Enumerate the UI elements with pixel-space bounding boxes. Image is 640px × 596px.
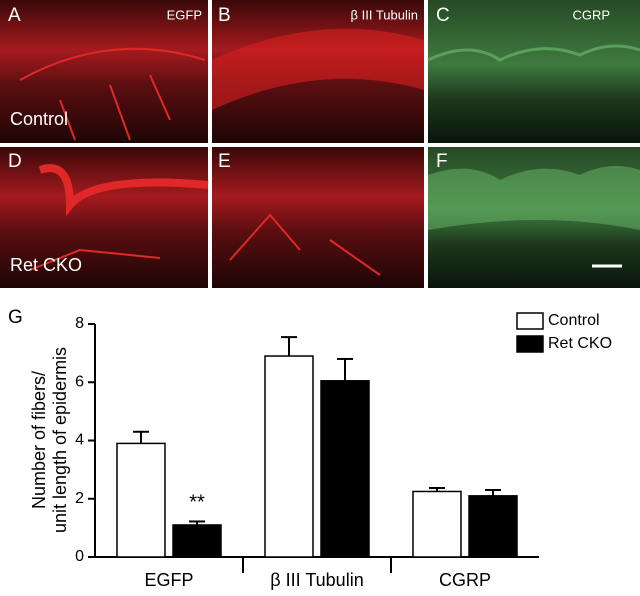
legend-swatch xyxy=(516,335,544,353)
y-tick-label: 0 xyxy=(75,548,84,565)
y-axis-title-line: Number of fibers/ xyxy=(29,371,49,509)
micrographs xyxy=(0,0,640,288)
marker-label: β III Tubulin xyxy=(351,7,418,22)
panel-letter: B xyxy=(218,5,231,26)
epidermis xyxy=(427,44,640,62)
panel-letter: G xyxy=(8,307,23,328)
y-tick-label: 6 xyxy=(75,373,84,390)
y-axis-title: Number of fibers/ unit length of epiderm… xyxy=(29,347,70,533)
marker-label: CGRP xyxy=(572,7,610,22)
bar xyxy=(172,524,222,558)
y-tick-label: 8 xyxy=(75,315,84,332)
panel-image xyxy=(428,0,640,143)
row-label: Ret CKO xyxy=(10,255,82,275)
bar xyxy=(412,490,462,558)
marker-label: EGFP xyxy=(167,7,202,22)
x-tick-label: CGRP xyxy=(439,570,491,590)
y-tick-label: 4 xyxy=(75,432,84,449)
bar xyxy=(264,355,314,558)
y-tick-label: 2 xyxy=(75,490,84,507)
bar xyxy=(468,495,518,558)
significance: ** xyxy=(189,492,205,514)
epidermis xyxy=(38,164,209,217)
panel-image xyxy=(212,147,424,288)
fibers xyxy=(29,213,381,276)
panel-letter: E xyxy=(218,151,231,172)
panel-image xyxy=(0,147,208,288)
bar xyxy=(116,442,166,558)
legend-label: Control xyxy=(548,312,600,329)
panel-letter: C xyxy=(436,5,450,26)
x-tick-label: β III Tubulin xyxy=(270,570,363,590)
panel-letter: D xyxy=(8,151,22,172)
fibers xyxy=(19,47,206,141)
panel-letter: A xyxy=(8,5,21,26)
epidermis xyxy=(428,166,640,230)
legend-label: Ret CKO xyxy=(548,335,612,352)
row-label: Control xyxy=(10,109,68,129)
panel-letter: F xyxy=(436,151,448,172)
legend-swatch xyxy=(516,312,544,330)
bar xyxy=(320,380,370,558)
epidermis xyxy=(212,28,424,110)
y-axis-title-line: unit length of epidermis xyxy=(50,347,70,533)
x-tick-label: EGFP xyxy=(144,570,193,590)
